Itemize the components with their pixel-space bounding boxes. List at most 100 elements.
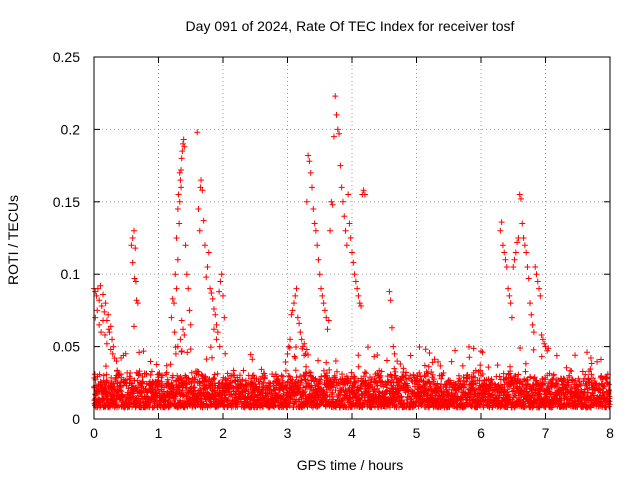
data-point: [196, 227, 203, 234]
data-point: [98, 303, 105, 310]
data-point: [166, 394, 173, 401]
data-point: [187, 378, 194, 385]
data-point: [319, 292, 326, 299]
data-point: [303, 346, 310, 353]
data-point: [506, 292, 513, 299]
data-point: [357, 396, 364, 403]
data-point: [290, 300, 297, 307]
data-point: [320, 300, 327, 307]
data-point: [370, 398, 377, 405]
data-point: [360, 187, 367, 194]
data-point: [258, 366, 265, 373]
data-point: [250, 372, 257, 379]
data-point: [171, 329, 178, 336]
data-point: [394, 358, 401, 365]
data-point: [348, 402, 355, 409]
x-tick-label: 5: [413, 425, 421, 441]
data-point: [496, 373, 503, 380]
data-point: [135, 372, 142, 379]
y-tick-label: 0.05: [53, 339, 80, 355]
data-point: [209, 295, 216, 302]
data-point: [538, 353, 545, 360]
data-point: [103, 340, 110, 347]
data-point: [321, 307, 328, 314]
data-point: [173, 235, 180, 241]
data-point: [293, 343, 300, 350]
data-point: [286, 373, 293, 380]
data-point: [251, 388, 258, 395]
data-point: [363, 370, 370, 377]
data-point: [216, 288, 223, 295]
data-point: [305, 152, 312, 159]
data-point: [170, 300, 177, 307]
data-point: [477, 362, 484, 369]
data-point: [326, 366, 333, 373]
data-point: [105, 390, 112, 397]
data-point: [529, 321, 536, 328]
data-point: [478, 348, 484, 355]
data-point: [339, 198, 346, 205]
data-point: [147, 372, 154, 379]
data-point: [348, 369, 355, 376]
data-point: [174, 372, 181, 379]
y-tick-label: 0.2: [61, 121, 81, 137]
data-point: [525, 275, 532, 282]
data-point: [352, 278, 359, 285]
data-point: [397, 360, 404, 367]
data-point: [528, 311, 535, 318]
data-point: [522, 360, 529, 367]
data-point: [345, 191, 352, 198]
data-point: [516, 191, 523, 198]
data-point: [527, 300, 534, 307]
data-point: [194, 368, 201, 375]
data-point: [129, 259, 136, 266]
data-point: [572, 352, 579, 359]
data-point: [550, 371, 557, 378]
data-point: [274, 399, 281, 406]
data-point: [282, 359, 289, 366]
data-point: [216, 343, 223, 350]
data-point: [524, 263, 531, 270]
data-point: [176, 169, 183, 176]
data-point: [101, 308, 108, 315]
data-point: [378, 378, 385, 385]
data-point: [342, 227, 349, 234]
data-point: [285, 343, 292, 350]
data-point: [354, 285, 361, 292]
data-point: [212, 392, 219, 399]
x-tick-label: 1: [155, 425, 163, 441]
data-point: [209, 354, 216, 361]
data-point: [114, 368, 121, 375]
data-point: [374, 382, 381, 389]
data-point: [105, 311, 112, 318]
data-point: [373, 380, 380, 387]
data-point: [297, 329, 304, 336]
data-point: [220, 292, 226, 299]
data-point: [180, 392, 187, 399]
data-point: [521, 242, 528, 249]
data-point: [289, 307, 296, 314]
data-point: [515, 235, 522, 241]
data-point: [320, 367, 327, 374]
data-point: [499, 242, 506, 249]
data-point: [203, 356, 210, 363]
data-point: [329, 389, 336, 396]
data-point: [338, 184, 345, 191]
data-point: [213, 336, 220, 343]
data-point: [479, 349, 486, 356]
data-point: [202, 374, 209, 381]
data-point: [266, 383, 273, 390]
data-point: [207, 344, 214, 351]
chart-title: Day 091 of 2024, Rate Of TEC Index for r…: [186, 18, 515, 34]
data-point: [176, 220, 183, 227]
data-point: [530, 346, 537, 353]
data-point: [387, 297, 394, 304]
data-point: [183, 271, 190, 278]
data-point: [109, 336, 116, 343]
data-point: [448, 358, 455, 365]
data-point: [155, 377, 162, 384]
data-point: [183, 380, 190, 387]
data-point: [267, 380, 274, 387]
data-point: [374, 351, 381, 358]
x-tick-label: 8: [606, 425, 614, 441]
